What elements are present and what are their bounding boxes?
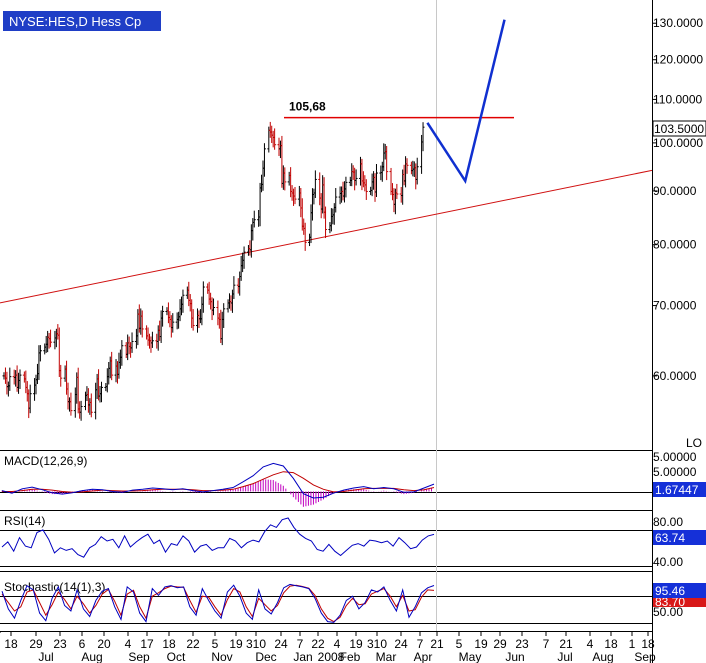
log-scale-label: LO [686, 436, 702, 450]
stochastic-axis-tick-50: 50.00 [653, 605, 683, 619]
last-price-value: 103.5000 [654, 122, 704, 136]
resistance-label: 105,68 [289, 100, 326, 114]
date-tick-label: 1 [629, 637, 636, 651]
rsi-axis-tick-40: 40.00 [653, 555, 683, 569]
macd-panel: MACD(12,26,9) 5.00000 5.00000 1.67447 [4, 450, 706, 497]
date-tick-label: 24 [274, 637, 288, 651]
month-tick-label: 2008 [318, 650, 345, 663]
date-tick-label: 310 [246, 637, 266, 651]
date-tick-label: 19 [349, 637, 363, 651]
date-tick-label: 24 [394, 637, 408, 651]
price-tick-label: 60.0000 [653, 369, 697, 383]
date-tick-label: 6 [79, 637, 86, 651]
date-tick-label: 7 [417, 637, 424, 651]
price-tick-label: 110.0000 [653, 92, 702, 106]
date-tick-label: 18 [641, 637, 655, 651]
date-tick-label: 22 [186, 637, 200, 651]
month-tick-label: Sep [634, 650, 656, 663]
macd-last-value: 1.67447 [655, 483, 699, 497]
projection-path [426, 19, 506, 185]
price-axis: 130.0000 120.0000 110.0000 100.0000 90.0000 8… [652, 16, 703, 383]
panel-frames [0, 0, 653, 663]
rsi-line [1, 517, 435, 558]
month-tick-label: Nov [211, 650, 232, 663]
date-tick-label: 23 [53, 637, 67, 651]
date-tick-label: 19 [229, 637, 243, 651]
month-tick-label: Aug [81, 650, 102, 663]
stochastic-panel: Stochastic(14(1),3) 83.70 95.46 50.00 [4, 580, 706, 619]
date-tick-label: 4 [334, 637, 341, 651]
date-tick-label: 19 [474, 637, 488, 651]
month-tick-label: Jan [293, 650, 312, 663]
date-tick-label: 22 [311, 637, 325, 651]
price-tick-label: 120.0000 [653, 53, 703, 67]
date-tick-label: 29 [29, 637, 43, 651]
price-tick-label: 90.0000 [653, 184, 697, 198]
date-tick-label: 20 [97, 637, 111, 651]
price-candles [2, 121, 425, 421]
date-tick-label: 7 [297, 637, 304, 651]
month-tick-label: Mar [376, 650, 397, 663]
stochastic-k-line [1, 583, 435, 623]
macd-axis-tick-0: 5.00000 [653, 465, 697, 479]
price-tick-label: 80.0000 [653, 238, 697, 252]
date-tick-label: 310 [367, 637, 387, 651]
stochastic-d-line [1, 584, 435, 623]
month-tick-label: Jul [557, 650, 572, 663]
price-tick-label: 70.0000 [653, 299, 697, 313]
date-tick-label: 17 [140, 637, 154, 651]
indicator-reference-lines [0, 492, 652, 624]
month-tick-label: Jul [38, 650, 53, 663]
month-tick-label: Aug [592, 650, 613, 663]
last-price-marker: 103.5000 [652, 120, 706, 137]
month-tick-label: Dec [255, 650, 276, 663]
month-tick-label: Oct [167, 650, 186, 663]
annotation-layer: 105,68 [284, 19, 514, 185]
date-tick-label: 18 [162, 637, 176, 651]
month-tick-label: Apr [414, 650, 433, 663]
date-tick-label: 7 [543, 637, 550, 651]
date-tick-label: 5 [456, 637, 463, 651]
rsi-axis-tick-80: 80.00 [653, 515, 683, 529]
date-tick-label: 29 [493, 637, 507, 651]
indicator-lines [1, 462, 435, 623]
date-tick-label: 4 [587, 637, 594, 651]
stochastic-k-value: 95.46 [655, 584, 685, 598]
date-tick-label: 21 [559, 637, 573, 651]
stochastic-d-value: 83.70 [655, 595, 685, 609]
stochastic-label: Stochastic(14(1),3) [4, 580, 105, 594]
month-tick-label: Sep [128, 650, 150, 663]
rsi-panel: RSI(14) 80.00 63.74 40.00 [4, 514, 706, 569]
date-tick-label: 18 [604, 637, 618, 651]
chart-title: NYSE:HES,D Hess Cp [3, 11, 161, 31]
rsi-last-value: 63.74 [655, 531, 685, 545]
price-tick-label: 100.0000 [653, 136, 703, 150]
month-tick-label: May [459, 650, 482, 663]
date-tick-label: 5 [212, 637, 219, 651]
month-tick-label: Feb [340, 650, 361, 663]
price-tick-label: 130.0000 [653, 16, 703, 30]
macd-axis-tick-1: 5.00000 [653, 450, 697, 464]
date-tick-label: 18 [4, 637, 18, 651]
rsi-label: RSI(14) [4, 514, 45, 528]
date-axis: 18 29 23 6 20 4 17 18 22 5 19 310 24 7 22 4 19 310 24 7 21 5 1… [4, 632, 656, 663]
chart-title-box [3, 11, 161, 31]
date-tick-label: 23 [515, 637, 529, 651]
macd-line [1, 462, 435, 499]
date-tick-label: 4 [125, 637, 132, 651]
date-tick-label: 21 [430, 637, 444, 651]
month-tick-label: Jun [505, 650, 524, 663]
chart-title-text: NYSE:HES,D Hess Cp [9, 14, 141, 29]
macd-label: MACD(12,26,9) [4, 454, 87, 468]
